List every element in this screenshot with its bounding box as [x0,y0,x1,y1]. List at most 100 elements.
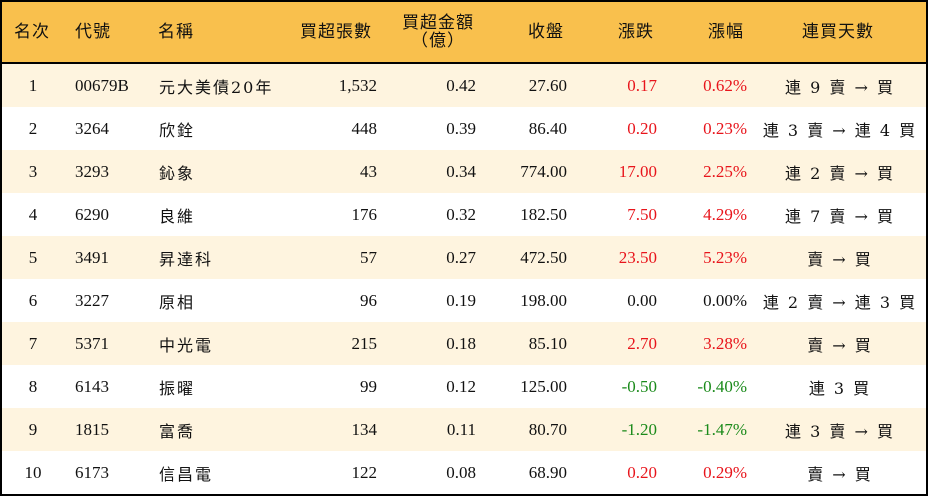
change-pct-cell: 5.23% [703,247,747,267]
change-pct-cell: 0.00% [703,290,747,310]
change-pct-cell: 0.29% [703,462,747,482]
net-buy-lots-cell: 134 [351,419,378,439]
header-net-buy-amount-line1: 買超金額 [402,13,474,33]
close-cell: 27.60 [528,75,567,95]
header-net-buy-lots: 買超張數 [300,21,372,42]
net-buy-lots-cell: 448 [351,118,378,138]
change-pct-cell: 3.28% [703,333,747,353]
change-pct-cell: 2.25% [703,161,747,181]
header-net-buy-amount-line2: （億） [411,31,465,51]
rank-cell: 7 [28,333,38,353]
change-cell: 2.70 [627,333,657,353]
close-cell: 80.70 [528,419,567,439]
streak-cell: 連 2 賣 → 買 [785,163,895,183]
code-cell: 5371 [75,333,109,353]
table-row: 8 6143 振曜 99 0.12 125.00 -0.50 -0.40% 連 3 買 [2,365,926,408]
header-net-buy-amount: 買超金額 （億） [398,2,478,62]
rank-cell: 9 [28,419,38,439]
streak-cell: 連 3 買 [808,378,872,398]
close-cell: 198.00 [520,290,567,310]
name-cell: 中光電 [159,335,214,355]
name-cell: 元大美債20年 [159,77,274,97]
name-cell: 信昌電 [159,464,214,484]
code-cell: 3227 [75,290,109,310]
net-buy-lots-cell: 176 [351,204,378,224]
change-cell: 0.00 [627,290,657,310]
table-row: 3 3293 鈊象 43 0.34 774.00 17.00 2.25% 連 2 賣 → 買 [2,150,926,193]
rank-cell: 2 [28,118,38,138]
streak-cell: 連 9 賣 → 買 [785,77,895,97]
name-cell: 欣銓 [159,120,196,140]
close-cell: 125.00 [520,376,567,396]
code-cell: 3491 [75,247,109,267]
table-row: 10 6173 信昌電 122 0.08 68.90 0.20 0.29% 賣 → 買 [2,451,926,494]
code-cell: 6290 [75,204,109,224]
net-buy-amount-cell: 0.39 [446,118,476,138]
header-code: 代號 [75,21,111,42]
change-cell: 7.50 [627,204,657,224]
change-cell: 0.17 [627,75,657,95]
close-cell: 774.00 [520,161,567,181]
net-buy-amount-cell: 0.42 [446,75,476,95]
code-cell: 6173 [75,462,109,482]
header-name: 名稱 [158,21,194,42]
streak-cell: 連 3 賣 → 買 [785,421,895,441]
net-buy-lots-cell: 1,532 [338,75,377,95]
name-cell: 昇達科 [159,249,214,269]
change-pct-cell: 4.29% [703,204,747,224]
net-buy-amount-cell: 0.18 [446,333,476,353]
header-change-pct: 漲幅 [708,21,744,42]
name-cell: 原相 [159,292,196,312]
close-cell: 85.10 [528,333,567,353]
code-cell: 3293 [75,161,109,181]
net-buy-amount-cell: 0.11 [446,419,476,439]
close-cell: 182.50 [520,204,567,224]
rank-cell: 3 [28,161,38,181]
net-buy-amount-cell: 0.34 [446,161,476,181]
change-pct-cell: -1.47% [697,419,747,439]
net-buy-lots-cell: 99 [360,376,377,396]
table-row: 2 3264 欣銓 448 0.39 86.40 0.20 0.23% 連 3 賣 → 連 4 … [2,107,926,150]
code-cell: 6143 [75,376,109,396]
streak-cell: 賣 → 買 [807,464,873,484]
net-buy-amount-cell: 0.19 [446,290,476,310]
code-cell: 1815 [75,419,109,439]
close-cell: 472.50 [520,247,567,267]
header-change: 漲跌 [618,21,654,42]
net-buy-lots-cell: 215 [351,333,378,353]
rank-cell: 1 [28,75,38,95]
change-cell: 23.50 [618,247,657,267]
header-rank: 名次 [14,21,50,42]
table-header: 名次 代號 名稱 買超張數 買超金額 （億） 收盤 漲跌 漲幅 連買天數 [2,2,926,64]
name-cell: 振曜 [159,378,196,398]
change-pct-cell: 0.23% [703,118,747,138]
net-buy-lots-cell: 96 [360,290,377,310]
net-buy-lots-cell: 43 [360,161,377,181]
change-cell: -0.50 [621,376,657,396]
rank-cell: 4 [28,204,38,224]
change-pct-cell: -0.40% [697,376,747,396]
name-cell: 富喬 [159,421,196,441]
table-row: 6 3227 原相 96 0.19 198.00 0.00 0.00% 連 2 賣 → 連 3 … [2,279,926,322]
table-row: 7 5371 中光電 215 0.18 85.10 2.70 3.28% 賣 → 買 [2,322,926,365]
streak-cell: 賣 → 買 [807,249,873,269]
name-cell: 良維 [159,206,196,226]
streak-cell: 賣 → 買 [807,335,873,355]
change-pct-cell: 0.62% [703,75,747,95]
net-buy-amount-cell: 0.12 [446,376,476,396]
net-buy-amount-cell: 0.08 [446,462,476,482]
net-buy-lots-cell: 122 [351,462,378,482]
streak-cell: 連 3 賣 → 連 4 買 [762,120,918,140]
header-close: 收盤 [528,21,564,42]
change-cell: -1.20 [621,419,657,439]
table-row: 4 6290 良維 176 0.32 182.50 7.50 4.29% 連 7 賣 → 買 [2,193,926,236]
rank-cell: 8 [28,376,38,396]
net-buy-amount-cell: 0.27 [446,247,476,267]
streak-cell: 連 2 賣 → 連 3 買 [762,292,918,312]
change-cell: 0.20 [627,118,657,138]
change-cell: 0.20 [627,462,657,482]
rank-cell: 10 [24,462,42,482]
table-row: 5 3491 昇達科 57 0.27 472.50 23.50 5.23% 賣 → 買 [2,236,926,279]
streak-cell: 連 7 賣 → 買 [785,206,895,226]
